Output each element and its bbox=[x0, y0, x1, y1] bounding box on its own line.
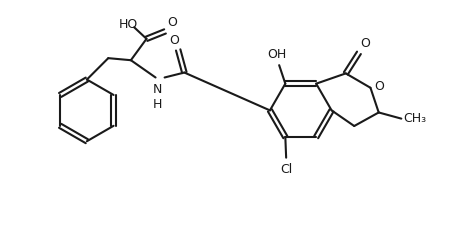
Text: HO: HO bbox=[118, 17, 138, 30]
Text: OH: OH bbox=[267, 48, 287, 61]
Text: O: O bbox=[170, 34, 180, 47]
Text: O: O bbox=[374, 80, 383, 93]
Text: O: O bbox=[360, 37, 370, 50]
Text: O: O bbox=[167, 16, 177, 29]
Text: N
H: N H bbox=[153, 83, 162, 111]
Text: CH₃: CH₃ bbox=[403, 112, 427, 125]
Text: Cl: Cl bbox=[280, 163, 292, 176]
